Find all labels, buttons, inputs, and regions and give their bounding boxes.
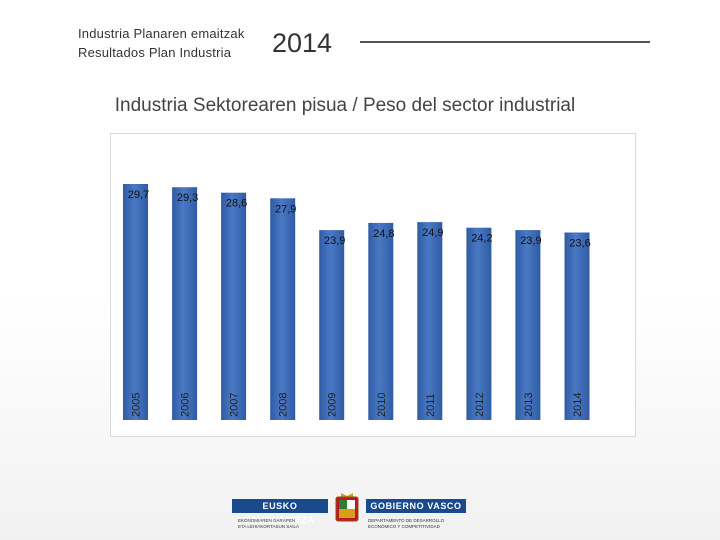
- header-rule: [360, 41, 650, 43]
- x-tick-label: 2014: [572, 393, 584, 417]
- header-year: 2014: [272, 28, 333, 58]
- bar-2014: [564, 232, 590, 420]
- bar-value-label: 23,9: [520, 235, 541, 247]
- bar-2012: [466, 227, 492, 420]
- bar-value-label: 28,6: [226, 198, 247, 210]
- bar-value-label: 24,9: [422, 227, 443, 239]
- header-line-2: Resultados Plan Industria: [78, 45, 232, 60]
- bar-2007: [221, 192, 247, 420]
- dept-right-line-2: ECONÓMICO Y COMPETITIVIDAD: [368, 524, 440, 529]
- dept-left-line-1: EKONOMIAREN GARAPEN: [238, 518, 296, 523]
- bar-2008: [270, 198, 296, 420]
- dept-right: DEPARTAMENTO DE DESARROLLO ECONÓMICO Y C…: [368, 518, 468, 530]
- bar-2006: [172, 187, 198, 420]
- bar-value-label: 29,7: [128, 189, 149, 201]
- x-tick-label: 2011: [425, 393, 437, 417]
- bar-value-label: 24,8: [373, 228, 394, 240]
- bar-2010: [368, 222, 394, 420]
- coat-of-arms-icon: [335, 493, 359, 522]
- x-tick-label: 2009: [327, 393, 339, 417]
- bar-value-label: 23,6: [569, 238, 590, 250]
- x-tick-label: 2005: [131, 393, 143, 417]
- bar-2009: [319, 230, 345, 420]
- x-tick-label: 2008: [278, 393, 290, 417]
- dept-left: EKONOMIAREN GARAPEN ETA LEHIAKORTASUN SA…: [238, 518, 328, 530]
- x-tick-label: 2006: [180, 393, 192, 417]
- brand-right: GOBIERNO VASCO: [366, 499, 466, 513]
- chart-title: Industria Sektorearen pisua / Peso del s…: [114, 95, 576, 116]
- footer-logo: EUSKO JAURLARITZA GOBIERNO VASCO EKONOMI…: [232, 491, 466, 540]
- bar-value-label: 23,9: [324, 235, 345, 247]
- bar-chart: 29,7 2005 29,3 2006 28,6 2007 27,9 2008 23,9 2009…: [123, 184, 591, 420]
- chart-container: 29,7 2005 29,3 2006 28,6 2007 27,9 2008 23,9 2009…: [110, 133, 636, 437]
- bar-value-label: 24,2: [471, 233, 492, 245]
- bar-value-label: 27,9: [275, 203, 296, 215]
- dept-right-line-1: DEPARTAMENTO DE DESARROLLO: [368, 518, 445, 523]
- x-tick-label: 2007: [229, 393, 241, 417]
- bar-2005: [123, 184, 148, 420]
- header-line-1: Industria Planaren emaitzak: [78, 26, 245, 41]
- x-tick-label: 2010: [376, 393, 388, 417]
- dept-left-line-2: ETA LEHIAKORTASUN SAILA: [238, 524, 300, 529]
- x-tick-label: 2012: [474, 393, 486, 417]
- bar-2013: [515, 230, 541, 420]
- brand-left: EUSKO JAURLARITZA: [232, 499, 328, 525]
- x-tick-label: 2013: [523, 393, 535, 417]
- bar-value-label: 29,3: [177, 192, 198, 204]
- bar-2011: [417, 222, 443, 420]
